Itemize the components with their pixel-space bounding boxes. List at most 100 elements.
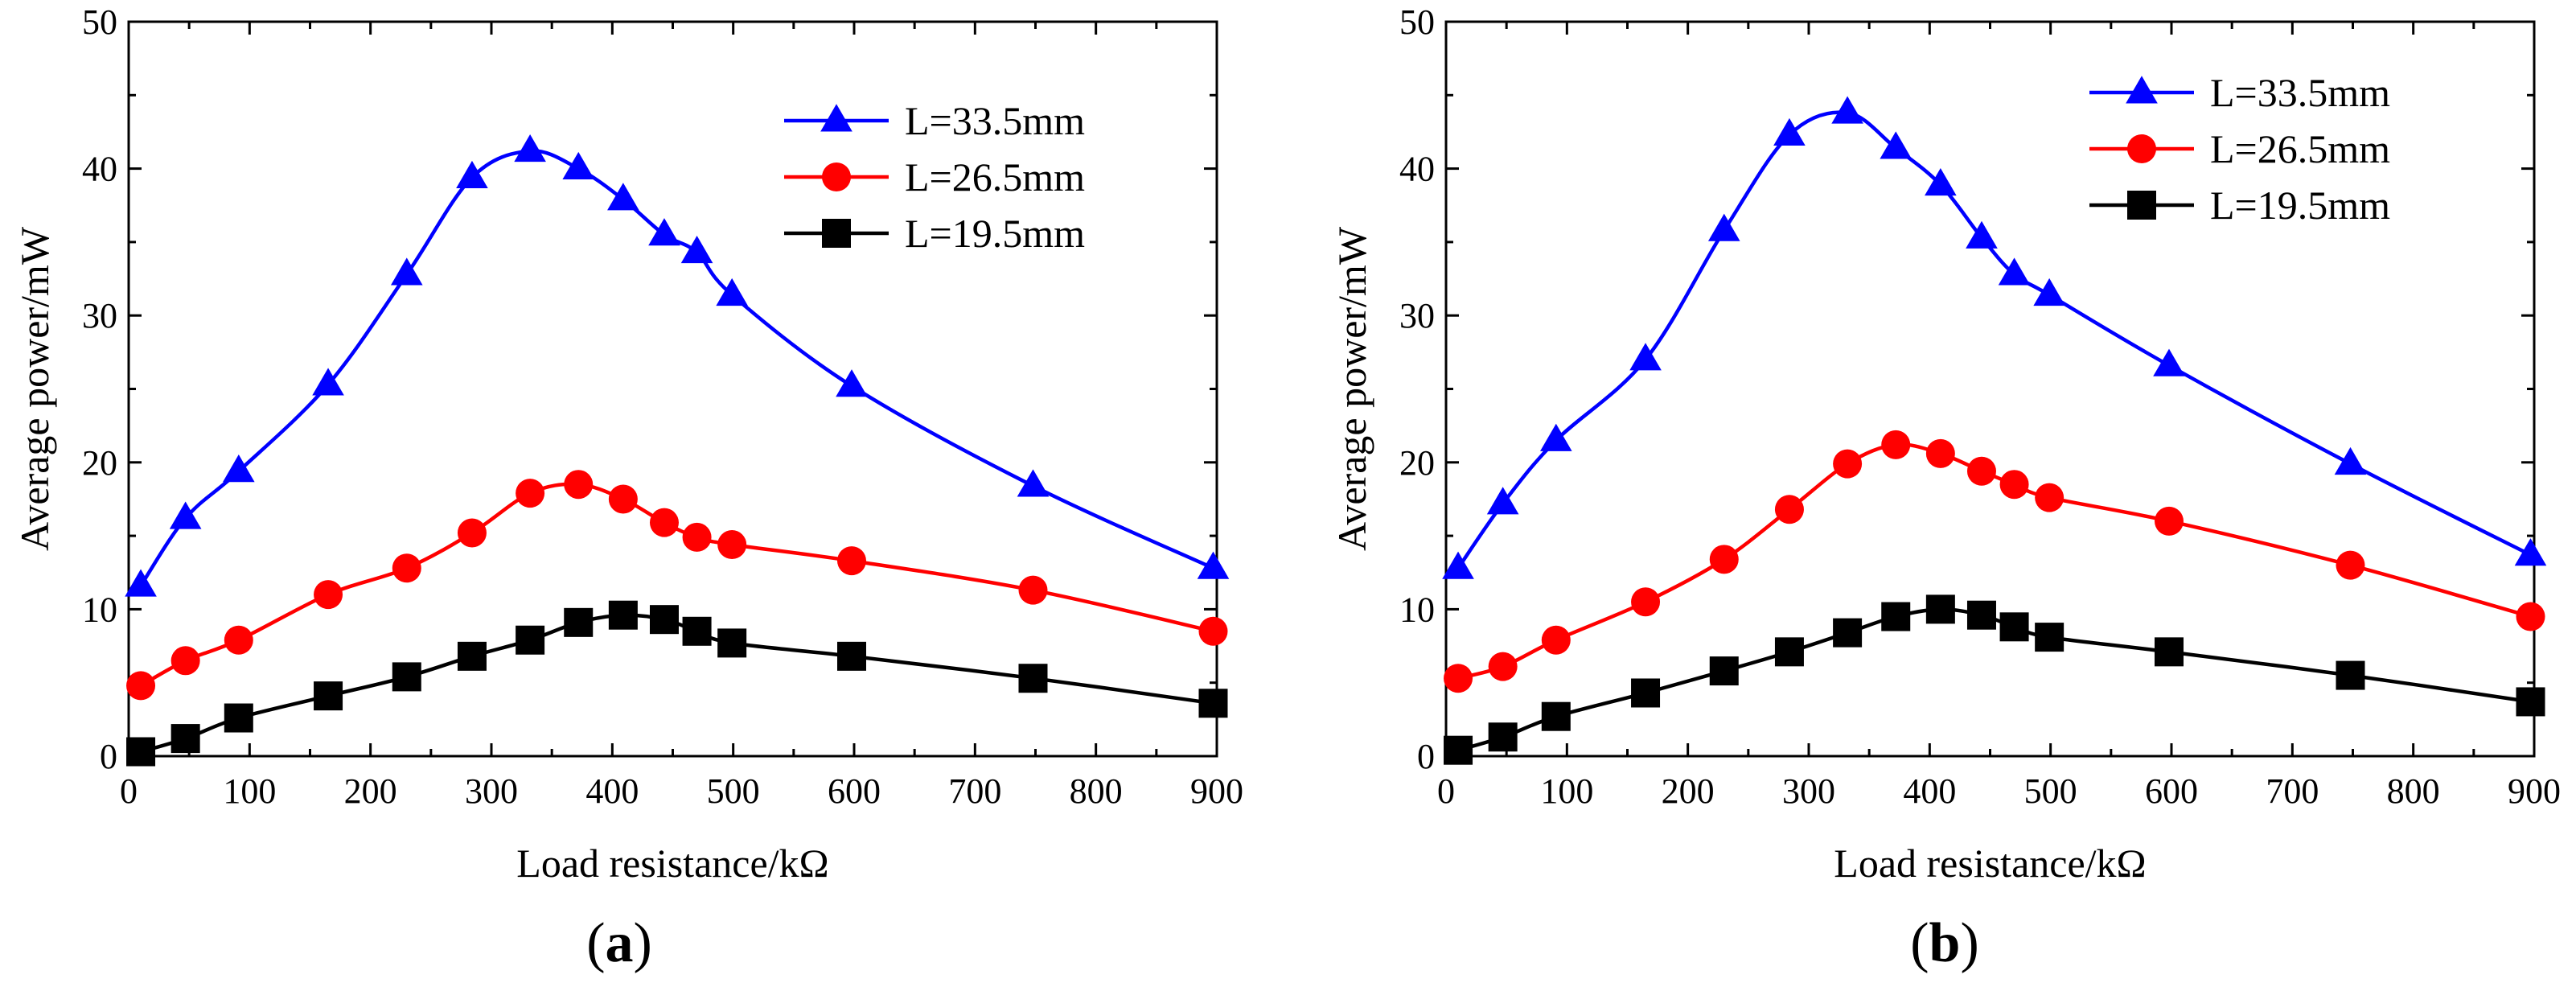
- data-point: [516, 479, 545, 508]
- data-point: [1488, 652, 1518, 681]
- x-tick-label: 500: [2024, 771, 2077, 811]
- y-tick-label: 0: [100, 737, 117, 776]
- panel-label-letter: a: [606, 912, 634, 974]
- data-point: [1880, 131, 1912, 159]
- data-point: [649, 605, 679, 635]
- data-point: [2336, 660, 2365, 690]
- y-axis: 0 10 20 30 40 50: [1399, 2, 2534, 776]
- series-line: [1457, 442, 2532, 681]
- data-point: [1966, 600, 1996, 630]
- series-line: [140, 613, 1214, 754]
- data-point: [1774, 495, 1804, 524]
- x-tick-label: 800: [2387, 771, 2440, 811]
- data-point: [608, 484, 638, 514]
- data-point: [682, 522, 712, 552]
- x-tick-label: 800: [1070, 771, 1123, 811]
- data-point: [126, 737, 156, 767]
- y-axis: 0 10 20 30 40 50: [82, 2, 1217, 776]
- x-tick-label: 400: [1903, 771, 1956, 811]
- panel-b: 0 100 200 300 400 500 600 700 800 900 0 10 20 30 40 50 L…: [1329, 2, 2561, 974]
- data-point: [392, 662, 421, 692]
- panel-label-open-paren: (: [586, 912, 605, 974]
- data-point: [1709, 545, 1739, 574]
- data-point: [1833, 618, 1863, 648]
- panel-label: (a): [586, 912, 652, 974]
- data-point: [1541, 625, 1571, 655]
- panel-label: (b): [1910, 912, 1979, 974]
- x-tick-label: 600: [2145, 771, 2198, 811]
- data-point: [2154, 506, 2184, 536]
- y-axis-title: Average power/mW: [1329, 226, 1374, 551]
- data-point: [607, 183, 639, 211]
- x-tick-label: 600: [828, 771, 881, 811]
- data-point: [836, 369, 868, 397]
- x-axis: 0 100 200 300 400 500 600 700 800 900: [1437, 22, 2561, 811]
- y-tick-label: 0: [1417, 737, 1435, 776]
- data-point: [564, 607, 594, 637]
- y-tick-label: 30: [1399, 296, 1435, 335]
- data-point: [1833, 449, 1863, 479]
- data-point: [1444, 664, 1473, 693]
- x-tick-label: 100: [1540, 771, 1593, 811]
- x-axis: 0 100 200 300 400 500 600 700 800 900: [120, 22, 1243, 811]
- y-tick-label: 50: [82, 2, 117, 42]
- y-tick-label: 20: [82, 443, 117, 483]
- data-point: [648, 218, 680, 246]
- legend-label: L=26.5mm: [905, 154, 1085, 199]
- data-point: [717, 530, 747, 560]
- data-point: [171, 724, 200, 754]
- series-l-26-5mm: [1444, 430, 2545, 693]
- data-point: [2154, 637, 2184, 667]
- data-point: [1540, 423, 1572, 451]
- data-point: [314, 580, 343, 610]
- series-line: [1456, 110, 2532, 570]
- data-point: [1709, 656, 1739, 686]
- x-tick-label: 200: [344, 771, 397, 811]
- panel-label-letter: b: [1929, 912, 1961, 974]
- data-point: [169, 501, 202, 529]
- data-point: [457, 518, 487, 548]
- data-point: [1442, 551, 1474, 579]
- data-point: [2516, 687, 2545, 717]
- y-tick-label: 50: [1399, 2, 1435, 42]
- data-point: [2033, 278, 2065, 306]
- data-point: [1773, 117, 1806, 146]
- data-point: [392, 553, 421, 583]
- data-point: [1631, 678, 1661, 708]
- data-point: [1925, 438, 1955, 468]
- data-point: [1707, 213, 1740, 241]
- data-point: [680, 235, 713, 264]
- legend-marker: [820, 104, 853, 132]
- x-tick-label: 300: [1782, 771, 1835, 811]
- data-point: [126, 671, 156, 701]
- data-point: [314, 681, 343, 711]
- x-tick-label: 100: [223, 771, 276, 811]
- data-point: [1018, 575, 1048, 605]
- x-tick-label: 0: [120, 771, 138, 811]
- data-point: [562, 151, 595, 180]
- data-point: [1198, 689, 1228, 718]
- x-tick-label: 400: [585, 771, 639, 811]
- data-point: [2153, 348, 2185, 376]
- data-point: [1831, 96, 1863, 124]
- data-point: [608, 600, 638, 630]
- data-point: [1541, 701, 1571, 731]
- data-point: [1017, 469, 1050, 497]
- x-tick-label: 700: [948, 771, 1001, 811]
- data-point: [717, 628, 747, 658]
- data-point: [1966, 220, 1998, 249]
- data-point: [1925, 594, 1955, 624]
- y-tick-label: 10: [1399, 590, 1435, 629]
- series-l-19-5mm: [126, 600, 1228, 767]
- series-l-19-5mm: [1444, 594, 2545, 765]
- data-point: [456, 160, 488, 189]
- panel-a: 0 100 200 300 400 500 600 700 800 900 0 10 20 30 40 50 L…: [12, 2, 1243, 974]
- legend-marker: [822, 219, 851, 248]
- data-point: [125, 569, 157, 597]
- y-tick-label: 40: [1399, 150, 1435, 189]
- panel-label-open-paren: (: [1910, 912, 1929, 974]
- legend-marker: [2126, 76, 2158, 104]
- x-tick-label: 900: [1190, 771, 1243, 811]
- data-point: [223, 454, 255, 483]
